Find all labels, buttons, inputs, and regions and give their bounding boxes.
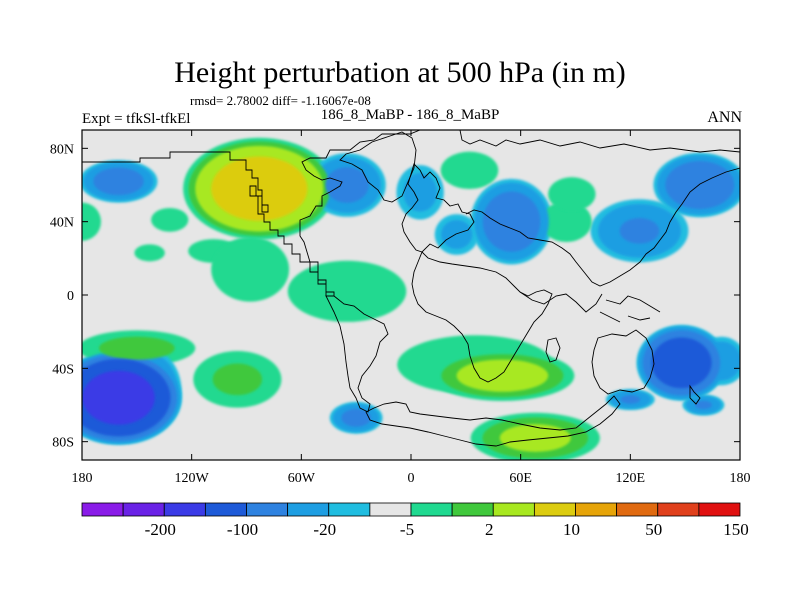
anomaly-contour-fill [82, 202, 102, 241]
colorbar-swatch [657, 502, 700, 517]
anomaly-contour-fill [151, 207, 189, 232]
anomaly-contour-fill [548, 177, 596, 212]
coastline-south-america [325, 295, 389, 413]
coastline-arabia-india [519, 291, 603, 313]
colorbar-label: 50 [645, 520, 662, 539]
anomaly-contour-fill [212, 363, 263, 396]
coastline-north-america [82, 130, 421, 297]
colorbar-label: -200 [145, 520, 176, 539]
colorbar-label: -100 [227, 520, 258, 539]
anomaly-contour-fill [287, 260, 407, 322]
chart-title: Height perturbation at 500 hPa (in m) [174, 56, 626, 89]
y-tick-label: 40S [52, 362, 74, 377]
colorbar-swatch [410, 502, 453, 517]
colorbar-swatch [698, 502, 741, 517]
anomaly-contour-fill [651, 337, 712, 389]
colorbar-label: 150 [723, 520, 749, 539]
coastline-new-zealand [689, 384, 701, 405]
season-label: ANN [707, 109, 742, 126]
coastline-africa [411, 251, 553, 383]
coastline-maritime-continent [599, 295, 661, 323]
colorbar-swatch [533, 502, 576, 517]
anomaly-fields [82, 137, 740, 460]
anomaly-contour-fill [211, 237, 290, 302]
anomaly-contour-fill [540, 201, 592, 243]
x-tick-label: 0 [408, 471, 415, 486]
anomaly-contour-fill [341, 408, 371, 427]
anomaly-contour-fill [99, 336, 175, 360]
anomaly-contour-fill [93, 167, 144, 196]
x-tick-label: 60E [509, 471, 532, 486]
coastline-australia [591, 329, 655, 395]
coastline-europe [401, 163, 475, 253]
colorbar-label: -20 [313, 520, 336, 539]
anomaly-contour-fill [482, 191, 541, 252]
y-tick-label: 40N [50, 216, 74, 231]
colorbar-swatch [204, 502, 247, 517]
y-tick-label: 0 [67, 289, 74, 304]
colorbar: -200 -100 -20 -5 2 10 50 150 [81, 502, 749, 539]
anomaly-contour-fill [403, 173, 437, 212]
colorbar-label: -5 [400, 520, 414, 539]
x-tick-label: 180 [72, 471, 93, 486]
colorbar-swatch [616, 502, 659, 517]
colorbar-swatch [575, 502, 618, 517]
anomaly-contour-fill [620, 395, 641, 404]
x-tick-label: 60W [288, 471, 316, 486]
colorbar-swatch [246, 502, 289, 517]
anomaly-contour-fill [619, 218, 660, 244]
rmsd-diff-stats: rmsd= 2.78002 diff= -1.16067e-08 [190, 93, 371, 108]
anomaly-contour-fill [499, 424, 571, 452]
anomaly-contour-fill [134, 244, 165, 262]
anomaly-contour-fill [665, 161, 735, 209]
y-tick-label: 80S [52, 436, 74, 451]
colorbar-swatch [122, 502, 165, 517]
case-label: 186_8_MaBP - 186_8_MaBP [320, 107, 500, 123]
anomaly-contour-fill [456, 359, 549, 392]
anomaly-contour-fill [694, 400, 712, 410]
colorbar-swatch [328, 502, 371, 517]
x-tick-label: 180 [730, 471, 751, 486]
axis-ticks: 180 120W 60W 0 60E 120E 180 80N 40N 0 40S 80S [50, 130, 751, 486]
coastline-asia [420, 130, 740, 287]
colorbar-label: 10 [563, 520, 580, 539]
coastline-antarctica [365, 395, 621, 447]
x-tick-label: 120W [175, 471, 210, 486]
colorbar-label: 2 [485, 520, 494, 539]
anomaly-contour-fill [211, 156, 308, 221]
anomaly-contour-fill [441, 220, 473, 249]
experiment-label: Expt = tfkSl-tfkEl [82, 111, 191, 127]
colorbar-swatch [492, 502, 535, 517]
anomaly-contour-fill [440, 151, 499, 190]
coastlines [82, 130, 740, 447]
x-tick-label: 120E [616, 471, 646, 486]
anomaly-contour-fill [325, 167, 369, 203]
colorbar-swatch [81, 502, 124, 517]
coastline-madagascar [545, 337, 561, 363]
colorbar-swatch [451, 502, 494, 517]
coastline-greenland [339, 131, 417, 203]
y-tick-label: 80N [50, 142, 74, 157]
colorbar-swatch [163, 502, 206, 517]
anomaly-contour-fill [82, 370, 155, 425]
colorbar-swatch [287, 502, 330, 517]
colorbar-swatch [369, 502, 412, 517]
